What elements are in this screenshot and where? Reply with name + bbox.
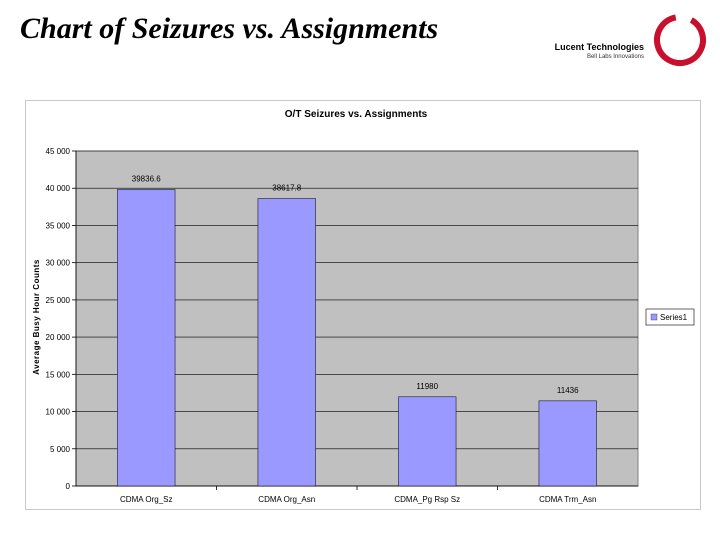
- bar: [398, 396, 457, 487]
- chart-title: O/T Seizures vs. Assignments: [285, 109, 428, 120]
- chart-frame: O/T Seizures vs. Assignments Average Bus…: [25, 100, 701, 510]
- x-tick-label: CDMA Trm_Asn: [539, 495, 596, 504]
- y-tick-label: 5 000: [50, 445, 71, 454]
- y-tick-label: 20 000: [46, 333, 71, 342]
- bar: [538, 400, 597, 487]
- y-tick-label: 10 000: [46, 408, 71, 417]
- x-tick-label: CDMA Org_Sz: [120, 495, 172, 504]
- y-tick-label: 15 000: [46, 370, 71, 379]
- bar-chart: O/T Seizures vs. Assignments Average Bus…: [32, 109, 695, 504]
- data-label: 11436: [557, 386, 579, 395]
- data-label: 38617.8: [272, 184, 301, 193]
- bar: [117, 189, 176, 487]
- y-tick-label: 25 000: [46, 296, 71, 305]
- y-tick-label: 40 000: [46, 184, 71, 193]
- innovation-ring-logo: [654, 14, 706, 66]
- legend-box: [645, 308, 695, 326]
- brand-tagline: Bell Labs Innovations: [586, 54, 644, 60]
- y-tick-label: 35 000: [46, 221, 71, 230]
- legend: Series1: [645, 308, 695, 326]
- brand-block: Lucent Technologies Bell Labs Innovation…: [520, 42, 644, 61]
- y-tick-label: 30 000: [46, 259, 71, 268]
- y-tick-label: 0: [66, 482, 71, 491]
- y-axis-title: Average Busy Hour Counts: [32, 259, 41, 375]
- x-tick-label: CDMA Org_Asn: [258, 495, 315, 504]
- brand-name: Lucent Technologies: [554, 42, 644, 52]
- x-tick-label: CDMA_Pg Rsp Sz: [394, 495, 460, 504]
- legend-swatch-series1: [650, 313, 658, 321]
- bar: [257, 198, 316, 487]
- data-label: 11980: [416, 382, 438, 391]
- data-label: 39836.6: [132, 174, 161, 183]
- slide-title: Chart of Seizures vs. Assignments: [20, 12, 439, 45]
- y-tick-label: 45 000: [46, 147, 71, 156]
- legend-label-series1: Series1: [660, 313, 688, 322]
